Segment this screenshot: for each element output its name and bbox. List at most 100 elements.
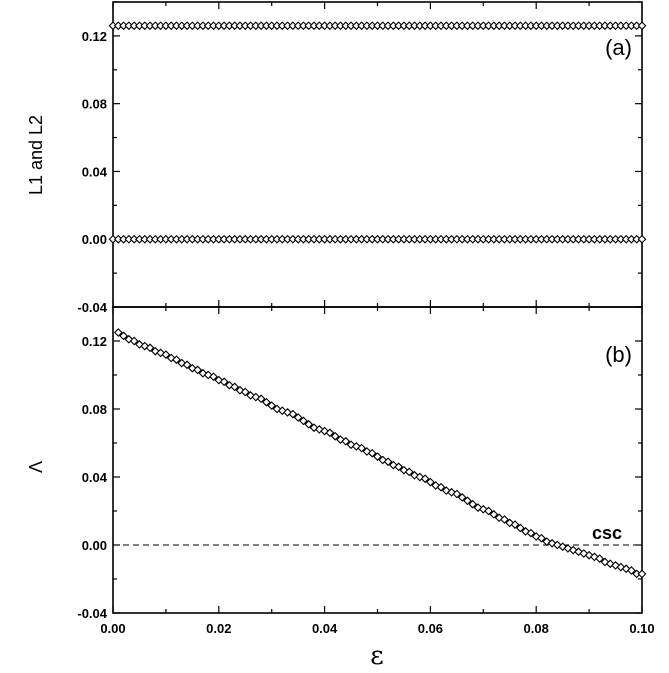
lambda-point — [426, 477, 435, 487]
y-tick-label: 0.00 — [82, 538, 107, 553]
lambda-point — [547, 538, 557, 548]
lambda-point — [457, 493, 467, 502]
panel-a-frame — [112, 1, 643, 308]
x-tick-label: 0.08 — [524, 621, 549, 636]
x-tick-label: 0.04 — [312, 621, 338, 636]
lambda-point — [637, 569, 647, 579]
lambda-point — [156, 348, 165, 358]
lambda-point — [489, 510, 499, 519]
lambda-point — [484, 506, 493, 516]
panel-b-x-tick-labels: 0.00 0.02 0.04 0.06 0.08 0.10 — [100, 621, 654, 636]
lambda-point — [611, 561, 620, 570]
lambda-point — [320, 426, 329, 436]
lambda-point — [574, 547, 583, 557]
lambda-point — [526, 528, 536, 538]
lambda-point — [214, 375, 224, 385]
x-tick-label: 0.10 — [629, 621, 654, 636]
lambda-point — [256, 394, 266, 404]
lambda-point — [145, 343, 155, 353]
lambda-point — [357, 443, 367, 453]
lambda-point — [336, 435, 345, 444]
lambda-point — [219, 377, 229, 387]
lambda-point — [235, 385, 245, 395]
x-tick-label: 0.06 — [418, 621, 443, 636]
y-tick-label: 0.04 — [82, 164, 108, 179]
panel-b: -0.040.000.040.080.12 0.00 0.02 0.04 0.06 0.… — [26, 306, 655, 671]
lambda-point — [124, 334, 134, 344]
x-axis-label: ε — [370, 641, 383, 671]
lambda-point — [346, 440, 356, 450]
lambda-point — [441, 486, 451, 495]
y-tick-label: 0.12 — [82, 29, 107, 44]
y-tick-label: 0.04 — [82, 470, 108, 485]
lambda-point — [277, 406, 287, 416]
lambda-point — [500, 515, 509, 524]
lambda-point — [293, 413, 303, 422]
lambda-point — [420, 474, 430, 484]
panel-a-y-tick-labels: -0.04 0.00 0.04 0.08 0.12 — [77, 29, 107, 315]
y-tick-label: 0.12 — [82, 334, 107, 349]
lambda-point — [452, 489, 462, 499]
lambda-point — [584, 550, 594, 560]
lambda-point — [330, 431, 340, 441]
panel-b-ticks — [112, 306, 643, 614]
lambda-point — [140, 341, 150, 351]
lambda-point — [119, 331, 128, 341]
lambda-point — [182, 360, 192, 370]
lambda-point — [494, 513, 504, 523]
lambda-point — [463, 496, 472, 506]
panel-a-y-axis-label: L1 and L2 — [26, 115, 46, 195]
lambda-point — [621, 564, 631, 574]
lambda-point — [161, 350, 171, 359]
lambda-point — [351, 442, 361, 451]
lambda-point — [568, 545, 578, 555]
csc-annotation: csc — [592, 523, 622, 543]
lambda-point — [251, 392, 261, 402]
lambda-point — [299, 416, 308, 426]
lambda-point — [595, 554, 605, 563]
panel-b-y-tick-labels: -0.04 0.00 0.04 0.08 0.12 — [77, 334, 107, 621]
panel-a: -0.04 0.00 0.04 0.08 0.12 (a) L1 and L2 — [26, 1, 647, 315]
lambda-point — [129, 336, 139, 346]
lambda-point — [367, 448, 377, 458]
panel-b-marks — [113, 328, 647, 579]
lambda-point — [600, 557, 610, 567]
lambda-point — [515, 523, 525, 533]
x-tick-label: 0.02 — [206, 621, 231, 636]
lambda-point — [246, 391, 255, 400]
lambda-point — [383, 457, 393, 467]
lambda-point — [627, 566, 636, 575]
lambda-point — [113, 328, 123, 337]
lambda-point — [230, 382, 240, 392]
lambda-point — [616, 562, 626, 572]
lambda-point — [304, 419, 314, 429]
panel-a-marks — [108, 21, 647, 244]
series-1-point — [637, 21, 647, 31]
lambda-point — [473, 503, 483, 512]
y-tick-label: -0.04 — [77, 606, 107, 621]
lambda-point — [172, 355, 181, 365]
lambda-point — [510, 520, 520, 529]
lambda-point — [309, 423, 319, 433]
lambda-point — [436, 482, 446, 492]
panel-a-tag: (a) — [605, 35, 632, 60]
panel-b-y-axis-label: Λ — [26, 461, 46, 473]
lambda-point — [537, 533, 546, 543]
lambda-point — [552, 540, 562, 550]
y-tick-label: 0.00 — [82, 232, 107, 247]
lambda-point — [209, 372, 218, 382]
lambda-point — [240, 387, 250, 397]
lambda-point — [468, 499, 478, 509]
lambda-point — [542, 537, 552, 546]
lambda-point — [198, 368, 208, 378]
panel-a-ticks — [112, 1, 643, 308]
series-2-point — [637, 234, 647, 244]
lambda-point — [394, 462, 404, 472]
panel-b-tag: (b) — [605, 342, 632, 367]
x-tick-label: 0.00 — [100, 621, 125, 636]
lambda-point — [478, 504, 488, 514]
lambda-point — [404, 467, 414, 477]
y-tick-label: 0.08 — [82, 97, 107, 112]
y-tick-label: -0.04 — [77, 300, 107, 315]
